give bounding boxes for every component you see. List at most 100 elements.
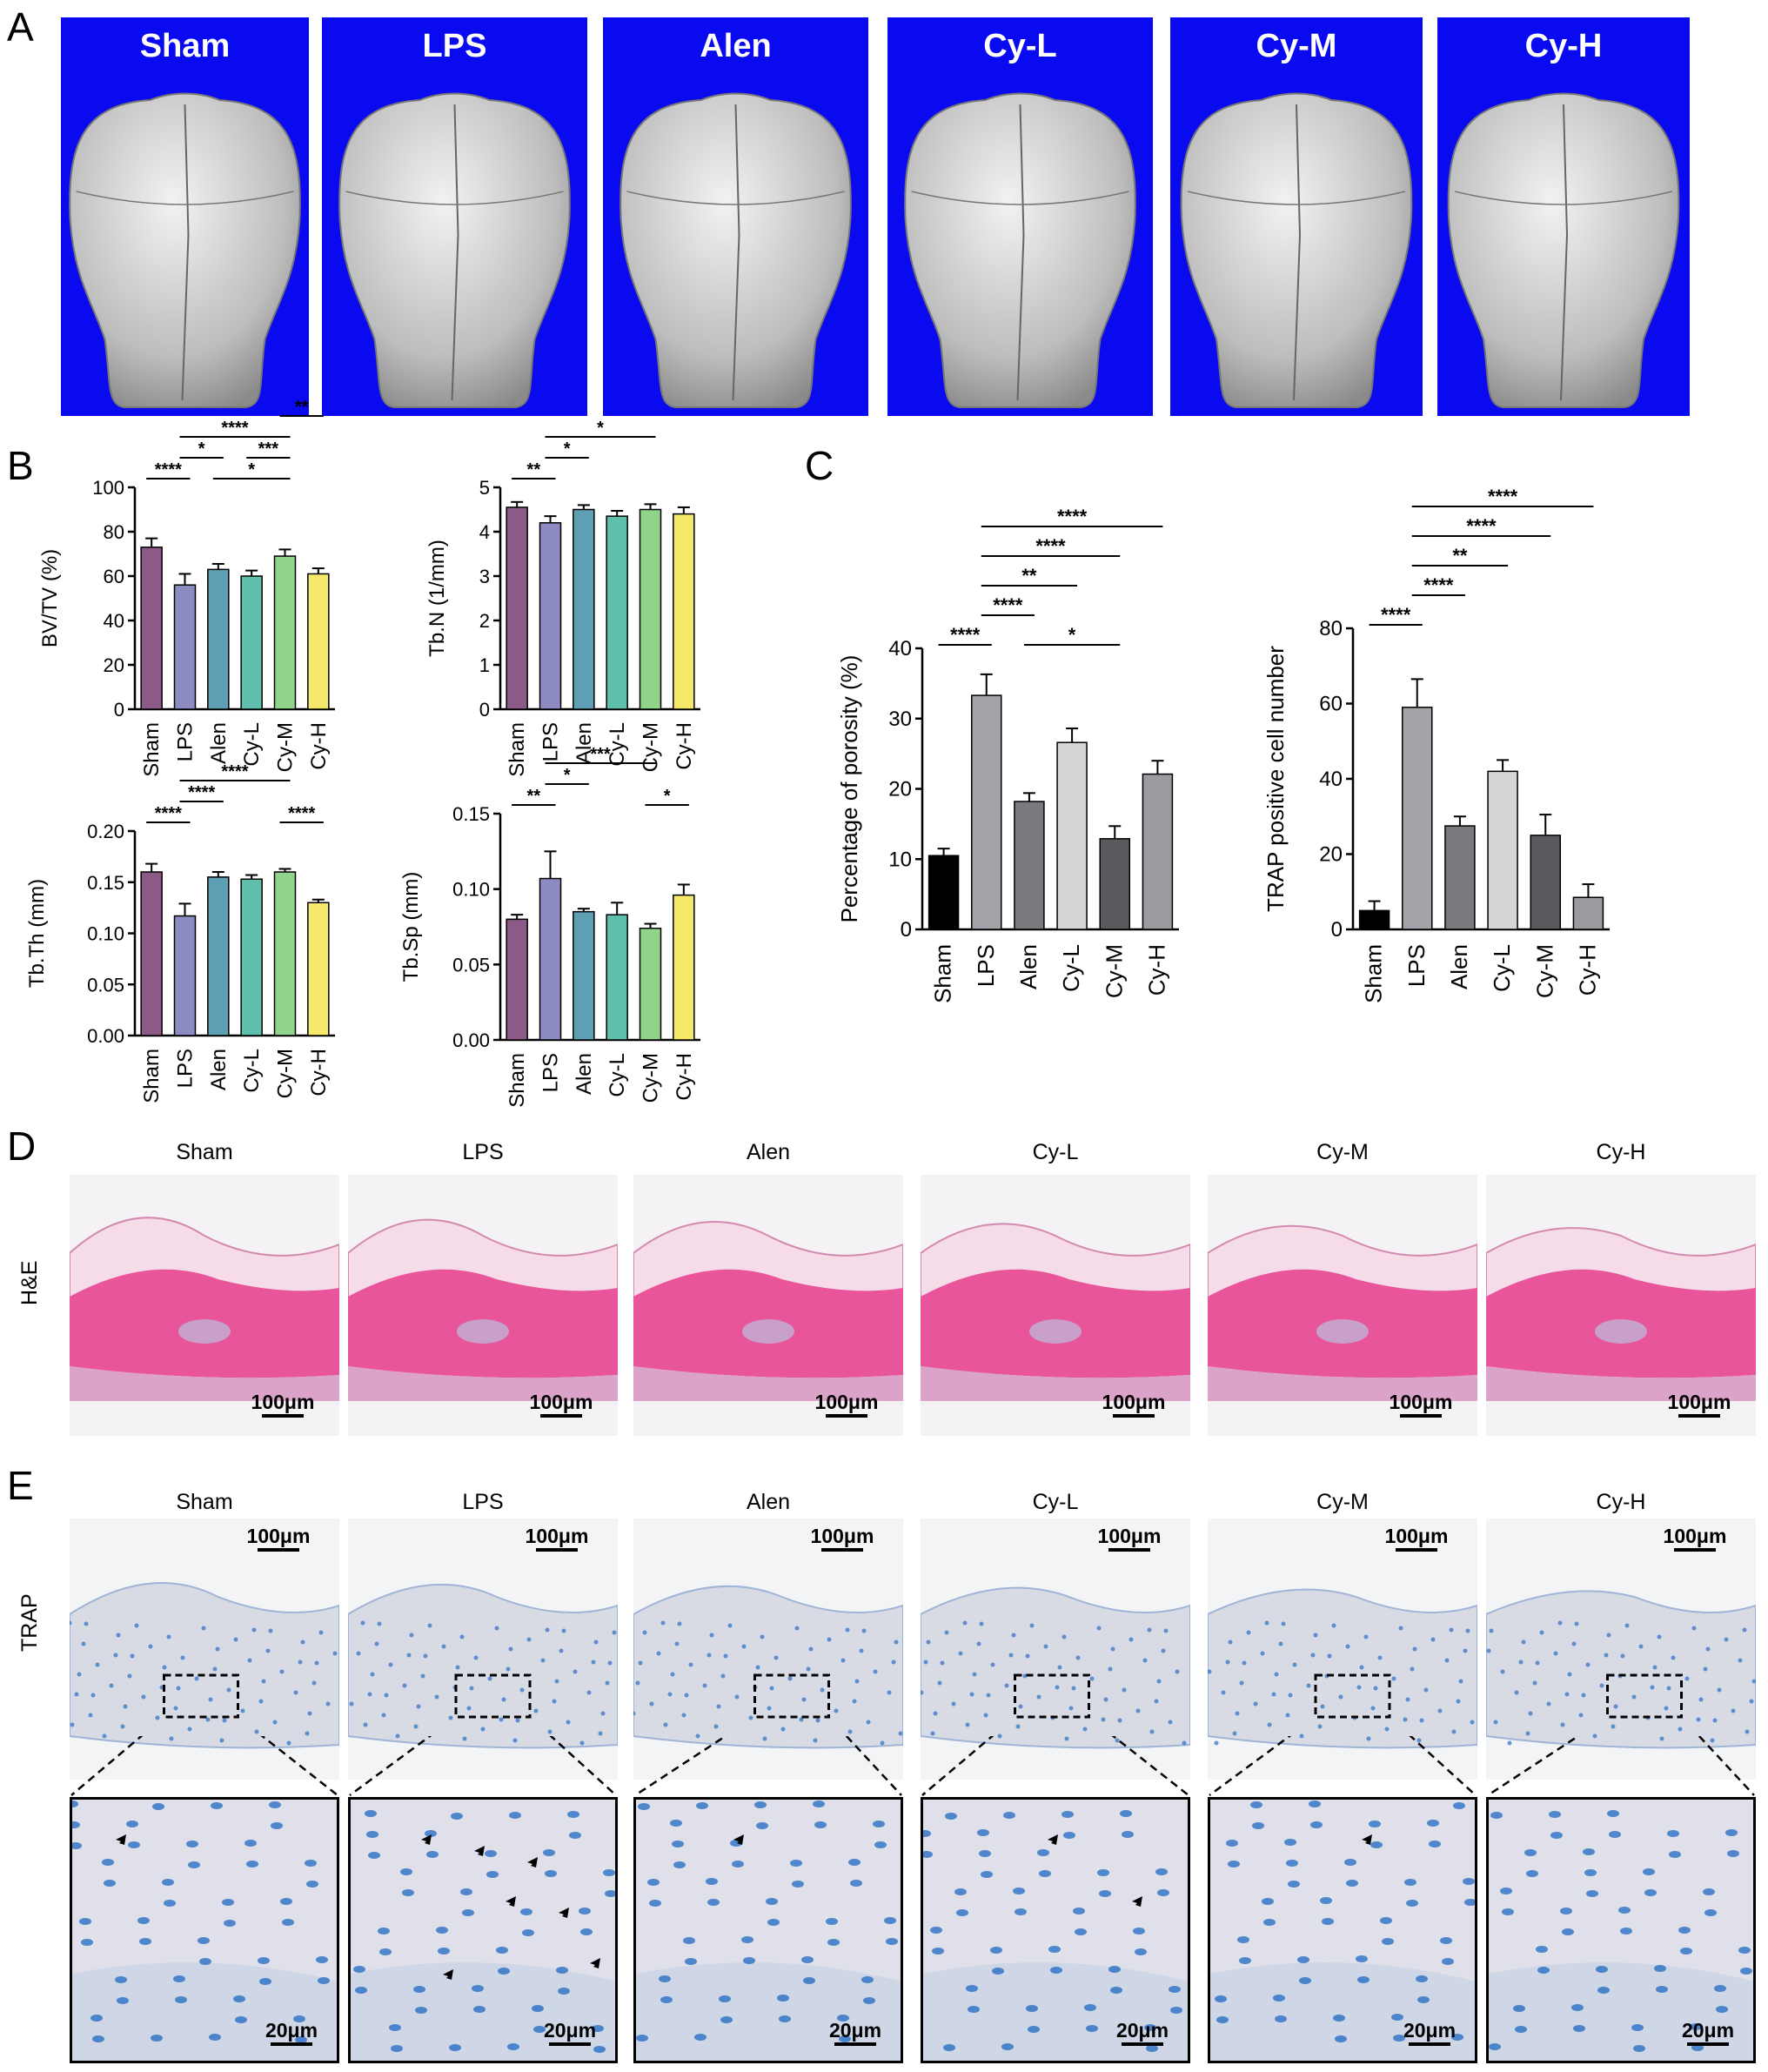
chart-tbsp: 0.00 0.05 0.10 0.15 Tb.Sp (mm) Sham LPS Alen Cy-… xyxy=(399,745,700,1108)
significance-label: **** xyxy=(993,594,1023,616)
category-label: Cy-H xyxy=(673,722,696,770)
category-label: Cy-M xyxy=(1101,944,1127,998)
significance-label: ** xyxy=(527,787,541,806)
category-label: Cy-M xyxy=(640,722,663,772)
trap-overview-cy-l xyxy=(921,1519,1190,1780)
significance-label: **** xyxy=(1381,604,1411,626)
zoom-connector xyxy=(70,1736,338,1796)
bar-cy-h xyxy=(307,902,330,1036)
scale-bar-label: 20μm xyxy=(1403,2019,1457,2042)
y-tick-label: 0 xyxy=(114,699,124,721)
category-label: Alen xyxy=(1015,944,1041,989)
y-tick-label: 0.15 xyxy=(87,872,124,894)
scale-bar-20: 20μm xyxy=(1395,2019,1464,2046)
y-tick-label: 60 xyxy=(1319,693,1343,716)
scale-bar-100: 100μm xyxy=(513,1525,600,1552)
category-label: Cy-L xyxy=(1489,944,1515,992)
y-tick-label: 0 xyxy=(1331,918,1343,942)
category-label: Cy-L xyxy=(606,722,629,767)
significance-label: **** xyxy=(1466,515,1497,537)
skull-image xyxy=(904,92,1136,408)
he-row-label: H&E xyxy=(17,1260,42,1305)
y-tick-label: 0.15 xyxy=(452,803,490,825)
he-title-cy-l: Cy-L xyxy=(1032,1140,1079,1164)
y-tick-label: 30 xyxy=(888,707,912,731)
bar-sham xyxy=(140,546,163,710)
scale-bar-100: 100μm xyxy=(1086,1525,1173,1552)
scale-bar-label: 100μm xyxy=(1667,1391,1731,1413)
category-label: Cy-L xyxy=(240,1049,264,1093)
category-label: Cy-H xyxy=(673,1053,696,1101)
bar-lps xyxy=(173,584,197,710)
y-axis-label: Percentage of porosity (%) xyxy=(836,655,862,923)
bar-cy-l xyxy=(606,515,628,710)
panel-letter-e: E xyxy=(7,1463,34,1508)
scale-bar-100: 100μm xyxy=(1377,1391,1464,1418)
category-label: Alen xyxy=(573,1053,596,1095)
trap-zoom-alen xyxy=(633,1797,903,2063)
he-image-cy-l xyxy=(921,1175,1190,1436)
category-label: Alen xyxy=(207,722,231,764)
scale-bar-100: 100μm xyxy=(239,1391,326,1418)
significance-label: *** xyxy=(590,745,611,764)
scale-bar-20: 20μm xyxy=(257,2019,326,2046)
skull-panel-sham: Sham xyxy=(61,17,309,416)
significance-label: * xyxy=(597,419,604,438)
skull-title: Cy-M xyxy=(1256,28,1337,64)
bar-sham xyxy=(1358,909,1390,930)
y-tick-label: 20 xyxy=(1319,843,1343,867)
y-tick-label: 100 xyxy=(92,477,124,499)
chart-porosity: 0 10 20 30 40 Percentage of porosity (%) Sham L… xyxy=(836,506,1179,1003)
trap-overview-lps xyxy=(348,1519,618,1780)
scale-bar-100: 100μm xyxy=(1090,1391,1177,1418)
trap-zoom-lps xyxy=(348,1797,618,2063)
bar-sham xyxy=(928,855,960,930)
significance-label: **** xyxy=(1488,486,1518,507)
trap-title-cy-h: Cy-H xyxy=(1596,1490,1646,1514)
scale-bar-100: 100μm xyxy=(799,1525,886,1552)
he-title-cy-h: Cy-H xyxy=(1596,1140,1646,1164)
category-label: Cy-L xyxy=(240,722,264,767)
skull-title: Alen xyxy=(700,28,772,64)
zoom-connector xyxy=(349,1736,617,1797)
bar-lps xyxy=(1402,707,1433,930)
significance-label: **** xyxy=(188,783,215,802)
significance-label: **** xyxy=(1057,506,1088,527)
significance-label: **** xyxy=(155,460,182,479)
panel-letter-d: D xyxy=(7,1123,37,1169)
category-label: LPS xyxy=(1403,944,1430,987)
category-label: LPS xyxy=(174,1049,198,1088)
y-tick-label: 20 xyxy=(104,654,124,676)
scale-bar-label: 100μm xyxy=(1102,1391,1166,1413)
scale-bar-100: 100μm xyxy=(1651,1525,1738,1552)
bar-lps xyxy=(971,694,1002,930)
y-tick-label: 10 xyxy=(888,848,912,871)
bar-cy-m xyxy=(639,508,662,710)
scale-bar-label: 100μm xyxy=(814,1391,879,1413)
significance-label: * xyxy=(248,460,255,479)
panel-letter-b: B xyxy=(7,443,34,488)
category-label: LPS xyxy=(174,722,198,761)
scale-bar-100: 100μm xyxy=(803,1391,890,1418)
chart-tbn: 0 1 2 3 4 5 Tb.N (1/mm) Sham LPS Alen Cy-L Cy-M Cy-H… xyxy=(425,419,700,777)
y-axis-label: TRAP positive cell number xyxy=(1262,646,1289,912)
he-image-cy-h xyxy=(1486,1175,1756,1436)
skull-panel-cy-m: Cy-M xyxy=(1170,17,1423,416)
significance-label: ** xyxy=(1021,565,1037,587)
y-tick-label: 5 xyxy=(479,477,490,499)
skull-image xyxy=(619,92,852,408)
y-tick-label: 0.00 xyxy=(87,1025,124,1047)
skull-panel-lps: LPS xyxy=(322,17,587,416)
skull-panel-cy-l: Cy-L xyxy=(887,17,1153,416)
chart-tbth: 0.00 0.05 0.10 0.15 0.20 Tb.Th (mm) Sham LPS Ale… xyxy=(25,762,335,1103)
significance-label: **** xyxy=(288,804,315,823)
y-tick-label: 3 xyxy=(479,566,490,587)
skull-panel-alen: Alen xyxy=(603,17,868,416)
bar-cy-l xyxy=(240,878,263,1036)
trap-zoom-sham xyxy=(70,1797,339,2063)
category-label: Cy-H xyxy=(1143,944,1169,996)
skull-title: LPS xyxy=(422,28,487,64)
trap-zoom-cy-h xyxy=(1486,1797,1756,2063)
y-tick-label: 0.05 xyxy=(87,974,124,996)
bar-cy-m xyxy=(639,927,662,1041)
